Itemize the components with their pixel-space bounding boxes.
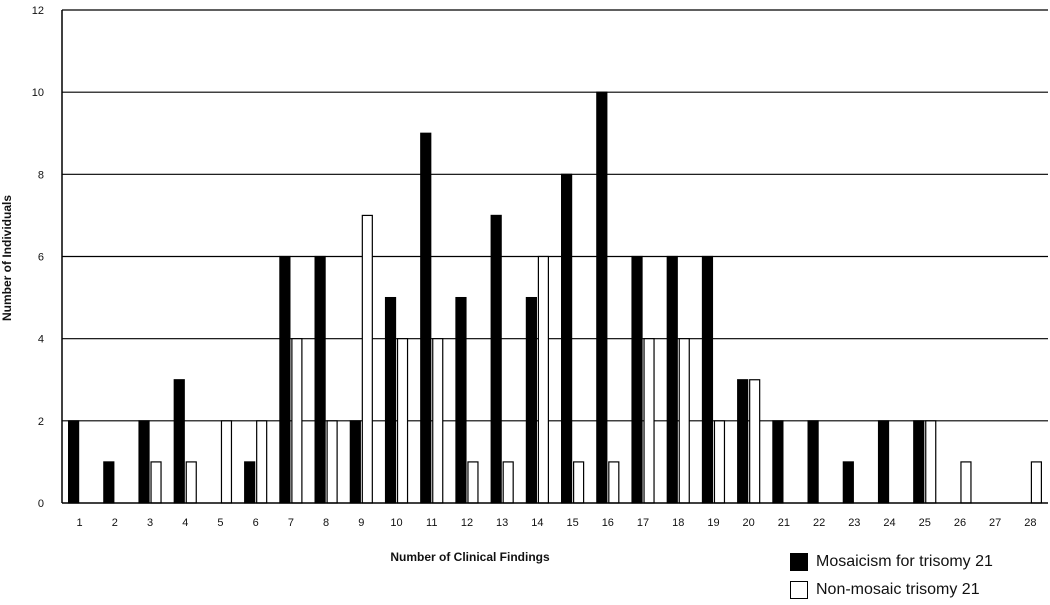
legend-item-mosaic: Mosaicism for trisomy 21	[790, 548, 1048, 576]
legend-label-non-mosaic: Non-mosaic trisomy 21	[816, 581, 980, 598]
x-tick-label: 25	[919, 517, 931, 529]
bar-non-mosaic	[220, 420, 233, 504]
x-tick-label: 5	[217, 517, 223, 529]
bar-mosaic	[490, 214, 502, 504]
x-tick-label: 16	[602, 517, 614, 529]
bar-non-mosaic	[256, 420, 268, 504]
x-tick-label: 3	[147, 517, 153, 529]
y-tick-label: 8	[38, 169, 44, 181]
bar-mosaic	[244, 461, 256, 504]
bar-non-mosaic	[185, 461, 197, 504]
bar-mosaic	[913, 420, 925, 504]
x-tick-label: 1	[77, 517, 83, 529]
x-axis-title: Number of Clinical Findings	[390, 550, 550, 564]
bar-non-mosaic	[502, 461, 514, 504]
bar-mosaic	[701, 255, 714, 504]
bar-non-mosaic	[537, 255, 549, 504]
legend-swatch-non-mosaic	[790, 581, 808, 599]
bar-mosaic	[314, 255, 326, 504]
bar-non-mosaic	[432, 338, 444, 504]
x-tick-label: 6	[253, 517, 259, 529]
bar-mosaic	[103, 461, 115, 504]
x-tick-label: 4	[182, 517, 188, 529]
x-tick-label: 27	[989, 517, 1001, 529]
x-tick-label: 14	[531, 517, 543, 529]
bars	[68, 91, 1042, 504]
legend-swatch-mosaic	[790, 553, 808, 571]
x-tick-label: 22	[813, 517, 825, 529]
x-tick-label: 26	[954, 517, 966, 529]
bar-non-mosaic	[608, 461, 620, 504]
bar-mosaic	[737, 379, 749, 504]
bar-non-mosaic	[749, 379, 761, 504]
bar-mosaic	[138, 420, 150, 504]
bar-mosaic	[772, 420, 784, 504]
bar-mosaic	[455, 296, 467, 504]
x-tick-label: 19	[707, 517, 719, 529]
bar-mosaic	[525, 296, 537, 504]
x-tick-label: 28	[1024, 517, 1036, 529]
bar-non-mosaic	[925, 420, 937, 504]
x-tick-labels: 1 2 3 4 5 6 7 8 9 10 11 12 13 14 15 16 17 18 19 20 21 22 23 24 2…	[77, 517, 1037, 529]
legend: Mosaicism for trisomy 21 Non-mosaic tris…	[790, 548, 1048, 604]
bar-non-mosaic	[396, 338, 409, 504]
x-tick-label: 8	[323, 517, 329, 529]
y-tick-label: 2	[38, 416, 44, 428]
x-tick-label: 13	[496, 517, 508, 529]
bar-non-mosaic	[678, 338, 690, 504]
x-tick-label: 9	[358, 517, 364, 529]
x-tick-label: 18	[672, 517, 684, 529]
bar-mosaic	[666, 255, 678, 504]
y-tick-label: 12	[32, 5, 44, 17]
x-tick-label: 24	[883, 517, 895, 529]
x-tick-label: 7	[288, 517, 294, 529]
bar-mosaic	[349, 420, 361, 504]
bar-mosaic	[384, 296, 397, 504]
bar-non-mosaic	[150, 461, 162, 504]
bar-non-mosaic	[713, 420, 726, 504]
bar-mosaic	[877, 420, 890, 504]
x-tick-label: 2	[112, 517, 118, 529]
bar-mosaic	[842, 461, 854, 504]
bar-mosaic	[279, 255, 291, 504]
y-tick-label: 10	[32, 87, 44, 99]
x-tick-label: 20	[743, 517, 755, 529]
bar-non-mosaic	[1030, 461, 1042, 504]
bar-mosaic	[631, 255, 643, 504]
x-tick-label: 12	[461, 517, 473, 529]
bar-non-mosaic	[960, 461, 972, 504]
x-tick-label: 23	[848, 517, 860, 529]
bar-non-mosaic	[467, 461, 479, 504]
bar-mosaic	[68, 420, 80, 504]
legend-item-non-mosaic: Non-mosaic trisomy 21	[790, 576, 1048, 604]
bar-non-mosaic	[291, 338, 303, 504]
axes	[61, 10, 1048, 504]
y-tick-label: 4	[38, 334, 44, 346]
y-tick-label: 0	[38, 498, 44, 510]
x-tick-label: 21	[778, 517, 790, 529]
x-tick-label: 17	[637, 517, 649, 529]
y-axis-title: Number of Individuals	[0, 195, 14, 321]
bar-non-mosaic	[573, 461, 585, 504]
x-tick-label: 11	[426, 517, 437, 529]
x-tick-label: 15	[566, 517, 578, 529]
x-tick-label: 10	[390, 517, 402, 529]
bar-mosaic	[420, 132, 432, 504]
bar-mosaic	[561, 173, 573, 504]
legend-label-mosaic: Mosaicism for trisomy 21	[816, 553, 993, 570]
bar-mosaic	[807, 420, 819, 504]
bar-non-mosaic	[361, 214, 373, 504]
bar-mosaic	[596, 91, 608, 504]
bar-non-mosaic	[643, 338, 655, 504]
y-tick-label: 6	[38, 252, 44, 264]
y-tick-labels: 0 2 4 6 8 10 12	[32, 5, 44, 510]
bar-non-mosaic	[326, 420, 338, 504]
bar-mosaic	[173, 379, 185, 504]
gridlines	[62, 9, 1048, 422]
